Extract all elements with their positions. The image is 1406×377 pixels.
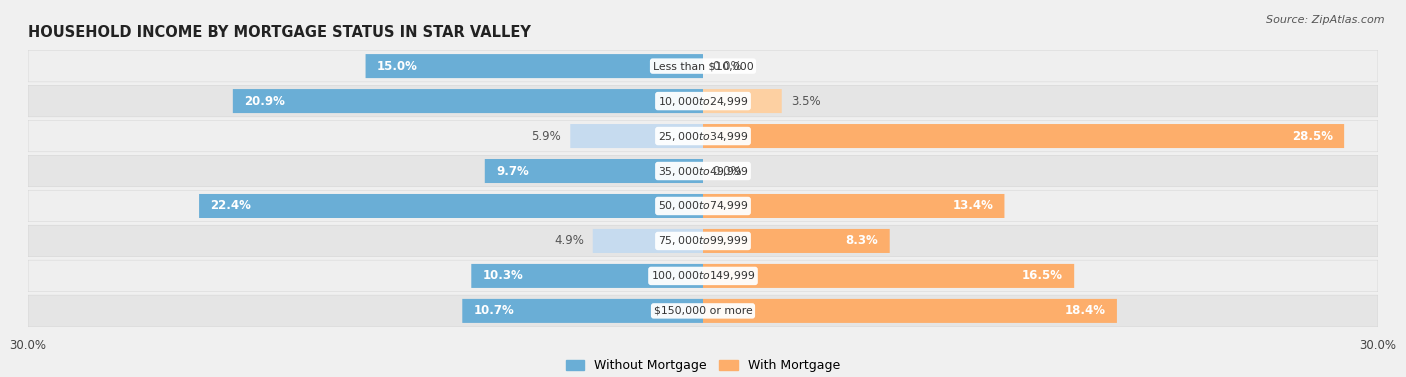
FancyBboxPatch shape	[463, 299, 703, 323]
FancyBboxPatch shape	[703, 194, 1004, 218]
FancyBboxPatch shape	[233, 89, 703, 113]
Text: HOUSEHOLD INCOME BY MORTGAGE STATUS IN STAR VALLEY: HOUSEHOLD INCOME BY MORTGAGE STATUS IN S…	[28, 25, 531, 40]
Text: Less than $10,000: Less than $10,000	[652, 61, 754, 71]
FancyBboxPatch shape	[28, 50, 1378, 82]
FancyBboxPatch shape	[28, 190, 1378, 222]
FancyBboxPatch shape	[28, 120, 1378, 152]
Text: 0.0%: 0.0%	[711, 164, 741, 178]
Text: 18.4%: 18.4%	[1064, 304, 1105, 317]
FancyBboxPatch shape	[703, 264, 1074, 288]
FancyBboxPatch shape	[703, 89, 782, 113]
FancyBboxPatch shape	[593, 229, 703, 253]
Text: 3.5%: 3.5%	[790, 95, 820, 107]
Text: $10,000 to $24,999: $10,000 to $24,999	[658, 95, 748, 107]
Text: 9.7%: 9.7%	[496, 164, 529, 178]
Text: 10.7%: 10.7%	[474, 304, 515, 317]
Text: 8.3%: 8.3%	[846, 234, 879, 247]
Text: 16.5%: 16.5%	[1022, 270, 1063, 282]
FancyBboxPatch shape	[366, 54, 703, 78]
Text: 15.0%: 15.0%	[377, 60, 418, 73]
FancyBboxPatch shape	[471, 264, 703, 288]
Legend: Without Mortgage, With Mortgage: Without Mortgage, With Mortgage	[561, 354, 845, 377]
Text: 10.3%: 10.3%	[482, 270, 523, 282]
Text: $25,000 to $34,999: $25,000 to $34,999	[658, 130, 748, 143]
FancyBboxPatch shape	[28, 225, 1378, 257]
Text: 28.5%: 28.5%	[1292, 130, 1333, 143]
Text: 4.9%: 4.9%	[554, 234, 583, 247]
Text: 13.4%: 13.4%	[952, 199, 993, 213]
Text: $150,000 or more: $150,000 or more	[654, 306, 752, 316]
Text: 5.9%: 5.9%	[531, 130, 561, 143]
Text: $50,000 to $74,999: $50,000 to $74,999	[658, 199, 748, 213]
FancyBboxPatch shape	[28, 85, 1378, 117]
FancyBboxPatch shape	[485, 159, 703, 183]
Text: $100,000 to $149,999: $100,000 to $149,999	[651, 270, 755, 282]
Text: 20.9%: 20.9%	[245, 95, 285, 107]
FancyBboxPatch shape	[703, 299, 1116, 323]
FancyBboxPatch shape	[28, 155, 1378, 187]
Text: 0.0%: 0.0%	[711, 60, 741, 73]
Text: 22.4%: 22.4%	[211, 199, 252, 213]
Text: $35,000 to $49,999: $35,000 to $49,999	[658, 164, 748, 178]
FancyBboxPatch shape	[571, 124, 703, 148]
FancyBboxPatch shape	[28, 260, 1378, 292]
Text: Source: ZipAtlas.com: Source: ZipAtlas.com	[1267, 15, 1385, 25]
FancyBboxPatch shape	[28, 295, 1378, 327]
FancyBboxPatch shape	[703, 124, 1344, 148]
Text: $75,000 to $99,999: $75,000 to $99,999	[658, 234, 748, 247]
FancyBboxPatch shape	[703, 229, 890, 253]
FancyBboxPatch shape	[200, 194, 703, 218]
